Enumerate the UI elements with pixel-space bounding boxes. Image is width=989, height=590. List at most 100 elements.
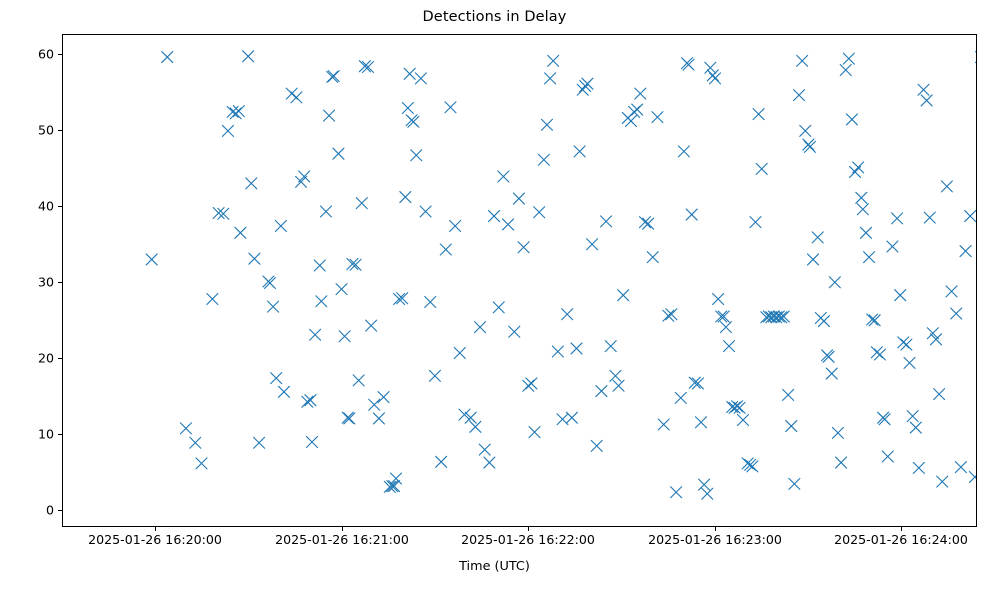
- scatter-point: [407, 115, 420, 128]
- scatter-point: [305, 435, 319, 449]
- scatter-point: [731, 400, 744, 413]
- scatter-point: [424, 295, 437, 309]
- scatter-point: [674, 391, 687, 404]
- scatter-point: [492, 301, 505, 314]
- scatter-point: [335, 283, 348, 296]
- scatter-point: [570, 342, 583, 355]
- scatter-point: [929, 333, 943, 346]
- scatter-point: [788, 477, 801, 490]
- scatter-point: [473, 321, 487, 334]
- scatter-point: [393, 292, 406, 306]
- scatter-point: [396, 292, 409, 305]
- scatter-point: [873, 348, 887, 361]
- scatter-point: [817, 315, 830, 328]
- scatter-point: [945, 285, 958, 298]
- scatter-point: [933, 388, 946, 401]
- scatter-point: [221, 124, 234, 137]
- scatter-point: [772, 310, 785, 323]
- scatter-point: [691, 377, 704, 390]
- scatter-point: [389, 472, 403, 485]
- scatter-point: [746, 460, 759, 473]
- scatter-point: [590, 439, 603, 452]
- scatter-point: [439, 243, 452, 256]
- scatter-point: [736, 413, 750, 427]
- scatter-point: [533, 206, 546, 219]
- scatter-point: [717, 310, 730, 323]
- y-tick-mark: [58, 282, 62, 284]
- scatter-point: [581, 77, 594, 90]
- scatter-point: [478, 443, 491, 456]
- scatter-point: [179, 422, 192, 435]
- scatter-point: [856, 203, 869, 216]
- scatter-point: [295, 175, 308, 188]
- y-tick-label: 60: [37, 46, 54, 62]
- scatter-point: [670, 486, 683, 499]
- scatter-point: [528, 426, 541, 439]
- scatter-point: [698, 478, 711, 491]
- scatter-point: [842, 52, 855, 65]
- scatter-point: [410, 149, 423, 162]
- y-tick-mark: [58, 205, 62, 207]
- scatter-point: [551, 345, 564, 358]
- scatter-point: [512, 192, 525, 205]
- scatter-point: [878, 413, 891, 426]
- x-tick-label: 2025-01-26 16:20:00: [88, 532, 222, 547]
- y-tick-label: 10: [37, 426, 54, 442]
- scatter-point: [968, 470, 976, 484]
- scatter-point: [831, 426, 844, 439]
- scatter-point: [897, 336, 910, 349]
- scatter-point: [346, 257, 359, 271]
- scatter-point: [785, 420, 798, 433]
- scatter-point: [343, 412, 356, 425]
- x-tick-mark: [528, 527, 529, 531]
- page-title: Detections in Delay: [422, 9, 567, 25]
- scatter-point: [811, 231, 824, 244]
- scatter-point: [609, 369, 622, 382]
- scatter-point: [852, 161, 865, 174]
- scatter-point: [839, 63, 852, 77]
- scatter-point: [232, 105, 245, 118]
- y-tick-label: 40: [37, 198, 54, 214]
- scatter-point: [822, 350, 835, 363]
- scatter-point: [651, 111, 664, 124]
- scatter-point: [964, 210, 976, 223]
- scatter-point: [195, 457, 208, 470]
- scatter-point: [355, 197, 368, 210]
- x-tick-label: 2025-01-26 16:23:00: [648, 532, 782, 547]
- y-tick-mark: [58, 510, 62, 512]
- scatter-point: [361, 60, 375, 74]
- scatter-point: [881, 450, 894, 463]
- scatter-point: [712, 292, 725, 306]
- scatter-point: [377, 391, 390, 404]
- scatter-point: [825, 367, 838, 380]
- y-tick-label: 30: [37, 274, 54, 290]
- scatter-point: [517, 241, 530, 254]
- y-tick-mark: [58, 358, 62, 360]
- scatter-point: [923, 211, 936, 224]
- scatter-point: [561, 308, 574, 321]
- scatter-point: [285, 87, 298, 100]
- scatter-point: [372, 412, 385, 425]
- scatter-point: [903, 356, 916, 369]
- scatter-point: [547, 54, 560, 67]
- scatter-point: [319, 205, 333, 218]
- scatter-point: [341, 411, 354, 424]
- scatter-point: [573, 145, 586, 158]
- scatter-point: [595, 385, 608, 398]
- x-tick-mark: [342, 527, 343, 531]
- scatter-point: [600, 215, 613, 228]
- scatter-point: [365, 319, 378, 332]
- scatter-point: [917, 83, 930, 96]
- scatter-point: [646, 251, 659, 264]
- scatter-point: [704, 61, 717, 74]
- scatter-point: [525, 377, 538, 390]
- y-tick-label: 20: [37, 350, 54, 366]
- x-tick-mark: [715, 527, 716, 531]
- scatter-point: [665, 308, 678, 321]
- scatter-point: [722, 340, 736, 353]
- scatter-point: [638, 216, 652, 229]
- scatter-point: [444, 101, 457, 114]
- scatter-point: [642, 217, 655, 230]
- scatter-point: [912, 461, 925, 474]
